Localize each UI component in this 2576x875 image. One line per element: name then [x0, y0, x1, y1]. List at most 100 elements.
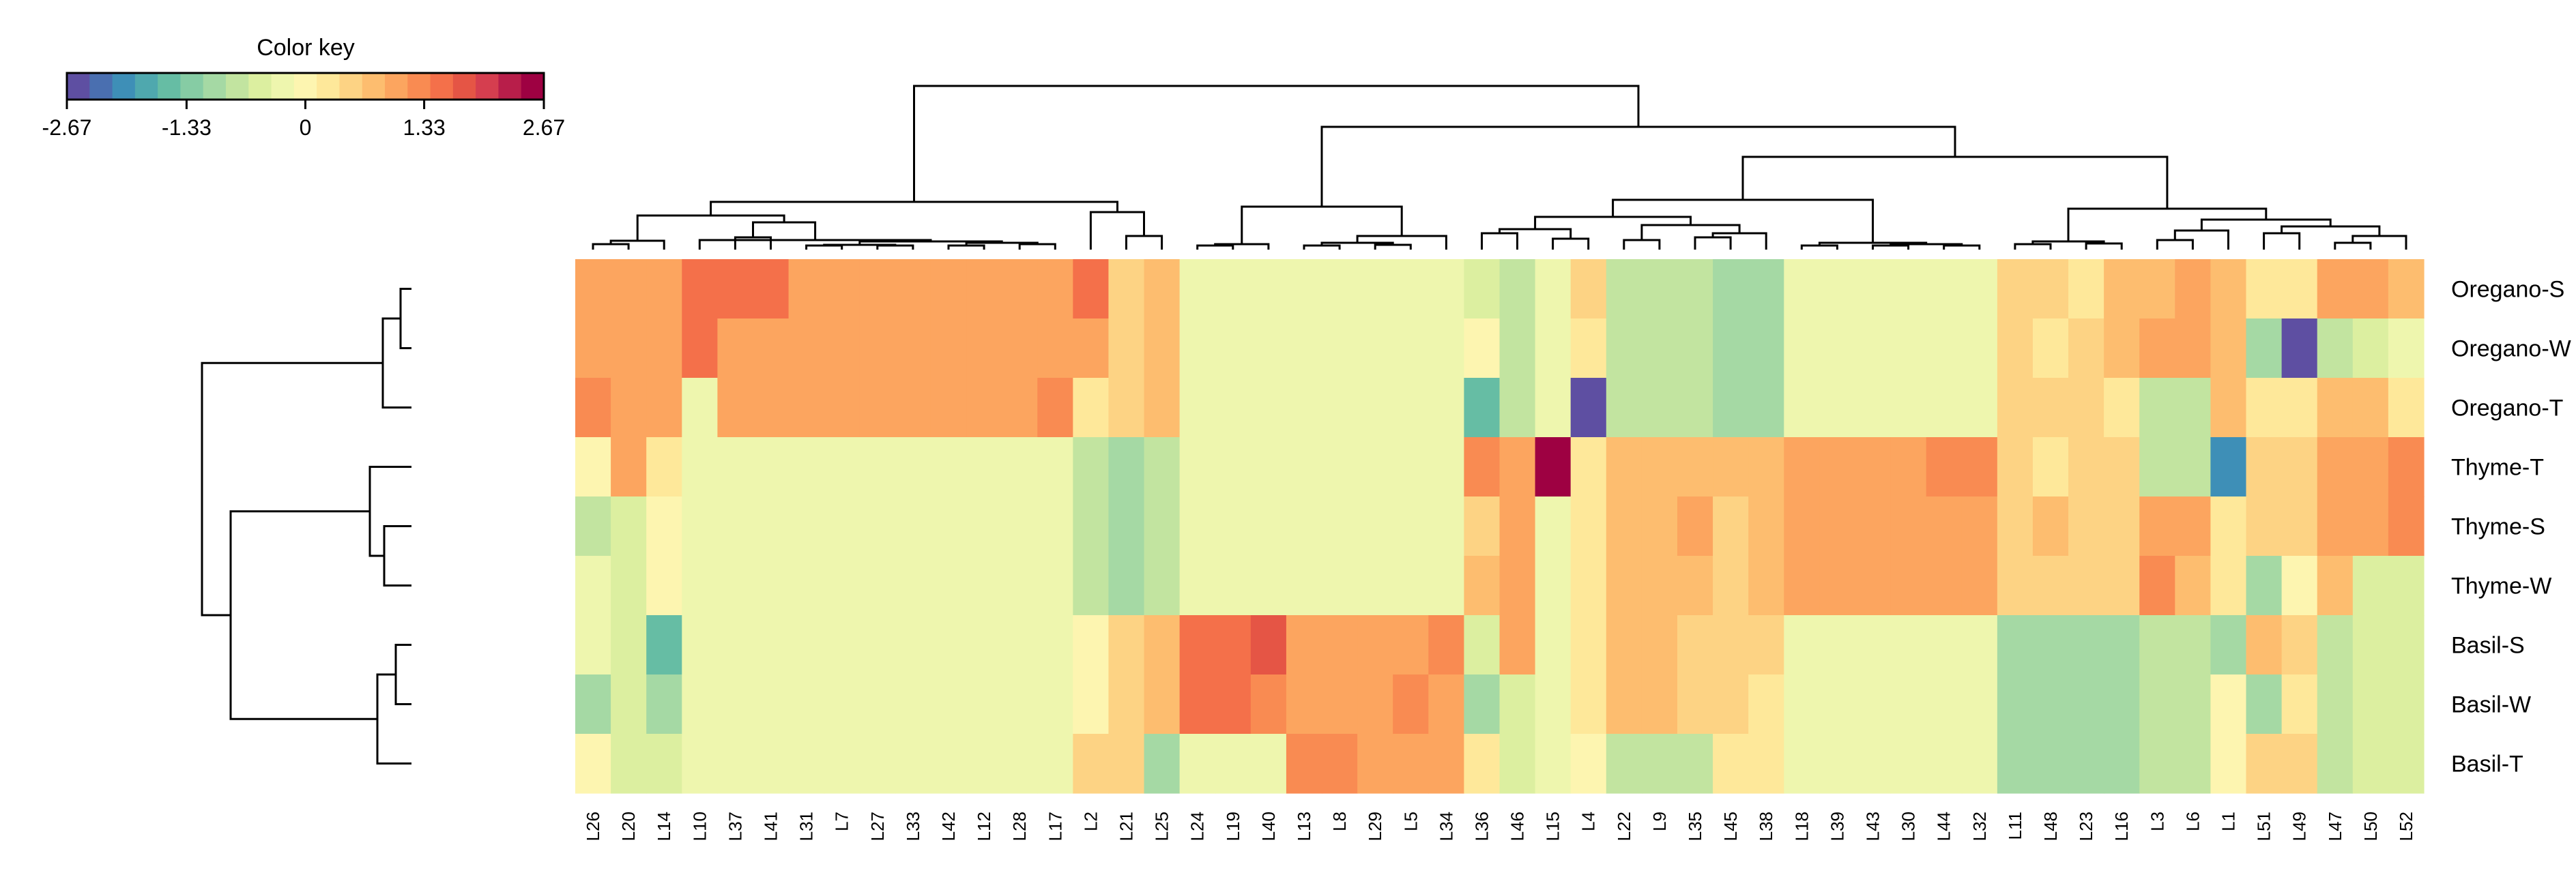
color-key-swatch	[271, 73, 295, 100]
column-label: L7	[832, 812, 852, 831]
heatmap-cell: Basil-W / L39: -0.4	[1819, 674, 1856, 735]
heatmap-cell: Thyme-T / L48: 0.4	[2032, 437, 2069, 497]
heatmap-cell: Thyme-S / L20: -0.5	[611, 496, 647, 557]
heatmap-cell: Oregano-S / L37: 1.5	[717, 259, 754, 319]
heatmap-cell: Basil-T / L8: 1.3	[1322, 734, 1358, 794]
column-dendrogram-branch	[2334, 241, 2372, 250]
heatmap-cell: Basil-T / L27: -0.4	[859, 734, 896, 794]
column-label: L22	[1614, 812, 1634, 841]
heatmap-cell: Basil-S / L47: -0.9	[2317, 615, 2354, 675]
heatmap-cell: Basil-W / L45: 0.5	[1713, 674, 1749, 735]
heatmap-cell: Basil-S / L51: 0.8	[2246, 615, 2283, 675]
heatmap-cell: Oregano-T / L15: -0.3	[1535, 378, 1572, 438]
heatmap-cell: Basil-T / L50: -0.6	[2352, 734, 2389, 794]
heatmap-cell: Thyme-W / L32: 1.1	[1961, 556, 1998, 616]
heatmap-cell: Oregano-S / L22: -0.9	[1606, 259, 1642, 319]
heatmap-cell: Basil-T / L15: -0.3	[1535, 734, 1572, 794]
heatmap-cell: Oregano-T / L36: -1.5	[1464, 378, 1501, 438]
heatmap-cell: Thyme-W / L36: 0.9	[1464, 556, 1501, 616]
color-key-swatch	[226, 73, 249, 100]
row-label: Oregano-W	[2451, 336, 2571, 362]
heatmap-cell: Thyme-T / L18: 1.1	[1784, 437, 1820, 497]
heatmap-cell: Basil-T / L4: 0.05	[1570, 734, 1607, 794]
heatmap-cell: Basil-T / L33: -0.4	[895, 734, 931, 794]
heatmap-cell: Thyme-W / L24: -0.2	[1179, 556, 1216, 616]
heatmap-cell: Thyme-T / L23: 0.6	[2068, 437, 2104, 497]
heatmap-cell: Basil-T / L17: -0.4	[1037, 734, 1073, 794]
heatmap-cell: Thyme-S / L37: -0.4	[717, 496, 754, 557]
heatmap-cell: Thyme-S / L41: -0.4	[753, 496, 790, 557]
heatmap-cell: Thyme-W / L30: 1.1	[1890, 556, 1927, 616]
heatmap-cell: Oregano-T / L51: 0.4	[2246, 378, 2283, 438]
heatmap-cell: Basil-W / L1: 0.05	[2210, 674, 2247, 735]
heatmap-cell: Oregano-T / L30: -0.4	[1890, 378, 1927, 438]
heatmap-cell: Thyme-S / L26: -0.9	[575, 496, 611, 557]
heatmap-cell: Oregano-T / L38: -1.1	[1748, 378, 1784, 438]
heatmap-cell: Thyme-W / L10: -0.3	[682, 556, 718, 616]
row-dendrogram	[201, 288, 411, 765]
heatmap-cell: Thyme-W / L52: -0.6	[2388, 556, 2425, 616]
heatmap-cell: Thyme-W / L46: 1	[1499, 556, 1536, 616]
heatmap-cell: Oregano-W / L14: 1	[646, 318, 682, 379]
heatmap-cell: Oregano-S / L32: -0.4	[1961, 259, 1998, 319]
column-label: L19	[1223, 812, 1243, 841]
column-label: L28	[1009, 812, 1030, 841]
heatmap-cell: Oregano-T / L52: 0.2	[2388, 378, 2425, 438]
heatmap-cell: Thyme-S / L46: 1	[1499, 496, 1536, 557]
color-key-tick-label: 2.67	[523, 115, 565, 140]
heatmap-cell: Thyme-S / L51: 0.6	[2246, 496, 2283, 557]
heatmap-cell: Basil-T / L2: 0.6	[1073, 734, 1110, 794]
color-key-swatch	[203, 73, 227, 100]
heatmap-cell: Oregano-T / L45: -1.1	[1713, 378, 1749, 438]
heatmap-cell: Oregano-S / L52: 0.8	[2388, 259, 2425, 319]
heatmap-cell: Basil-W / L10: -0.3	[682, 674, 718, 735]
heatmap-cell: Thyme-T / L6: -0.8	[2175, 437, 2212, 497]
heatmap-cell: Thyme-S / L52: 1.4	[2388, 496, 2425, 557]
heatmap-cell: Thyme-S / L32: 1.1	[1961, 496, 1998, 557]
heatmap-cell: Thyme-W / L44: 1.1	[1926, 556, 1963, 616]
column-dendrogram-branch	[1481, 232, 1518, 250]
heatmap-cell: Thyme-T / L7: -0.4	[824, 437, 860, 497]
heatmap-cell: Oregano-S / L38: -1.1	[1748, 259, 1784, 319]
column-dendrogram-branch	[1694, 236, 1732, 250]
heatmap-cell: Oregano-W / L17: 1.2	[1037, 318, 1073, 379]
column-label: L49	[2289, 812, 2310, 841]
heatmap-cell: Oregano-T / L37: 1.2	[717, 378, 754, 438]
heatmap-cell: Basil-T / L44: -0.4	[1926, 734, 1963, 794]
heatmap-cell: Thyme-S / L38: 0.8	[1748, 496, 1784, 557]
heatmap-cell: Oregano-W / L31: 1.2	[788, 318, 825, 379]
column-label: L12	[974, 812, 994, 841]
heatmap-cell: Oregano-W / L42: 1.2	[930, 318, 967, 379]
heatmap-cell: Basil-T / L35: -0.9	[1677, 734, 1713, 794]
heatmap-cell: Oregano-S / L6: 1	[2175, 259, 2212, 319]
heatmap-cell: Thyme-S / L48: 0.9	[2032, 496, 2069, 557]
heatmap-cell: Oregano-S / L51: 0.3	[2246, 259, 2283, 319]
heatmap-cell: Basil-S / L6: -0.8	[2175, 615, 2212, 675]
heatmap-cell: Thyme-S / L18: 1.1	[1784, 496, 1820, 557]
heatmap-cell: Thyme-S / L2: -0.9	[1073, 496, 1110, 557]
heatmap-cell: Oregano-W / L24: -0.2	[1179, 318, 1216, 379]
heatmap-cell: Basil-T / L32: -0.4	[1961, 734, 1998, 794]
heatmap-cell: Oregano-W / L35: -0.9	[1677, 318, 1713, 379]
heatmap-cell: Basil-W / L6: -0.8	[2175, 674, 2212, 735]
column-label: L44	[1934, 812, 1954, 841]
column-label: L20	[618, 812, 639, 841]
heatmap-cell: Basil-W / L43: -0.4	[1855, 674, 1892, 735]
heatmap-cell: Thyme-T / L9: 0.8	[1641, 437, 1678, 497]
heatmap-cell: Oregano-W / L26: 1	[575, 318, 611, 379]
color-key-swatch	[407, 73, 431, 100]
heatmap-cell: Thyme-S / L15: -0.3	[1535, 496, 1572, 557]
row-label: Oregano-S	[2451, 277, 2564, 303]
heatmap-cell: Thyme-S / L11: 0.6	[1997, 496, 2034, 557]
heatmap-cell: Thyme-T / L1: -2.1	[2210, 437, 2247, 497]
heatmap-cell: Basil-T / L23: -1.2	[2068, 734, 2104, 794]
heatmap-cell: Basil-S / L32: -0.4	[1961, 615, 1998, 675]
heatmap-cell: Basil-S / L11: -1.2	[1997, 615, 2034, 675]
heatmap-cell: Oregano-S / L43: -0.4	[1855, 259, 1892, 319]
heatmap-cell: Oregano-T / L49: 0.2	[2281, 378, 2318, 438]
heatmap-cell: Thyme-T / L3: -0.8	[2139, 437, 2175, 497]
heatmap-cell: Oregano-W / L38: -1.1	[1748, 318, 1784, 379]
heatmap-cell: Oregano-T / L41: 1.2	[753, 378, 790, 438]
heatmap-cell: Thyme-T / L14: 0.4	[646, 437, 682, 497]
color-key-swatch	[293, 73, 317, 100]
